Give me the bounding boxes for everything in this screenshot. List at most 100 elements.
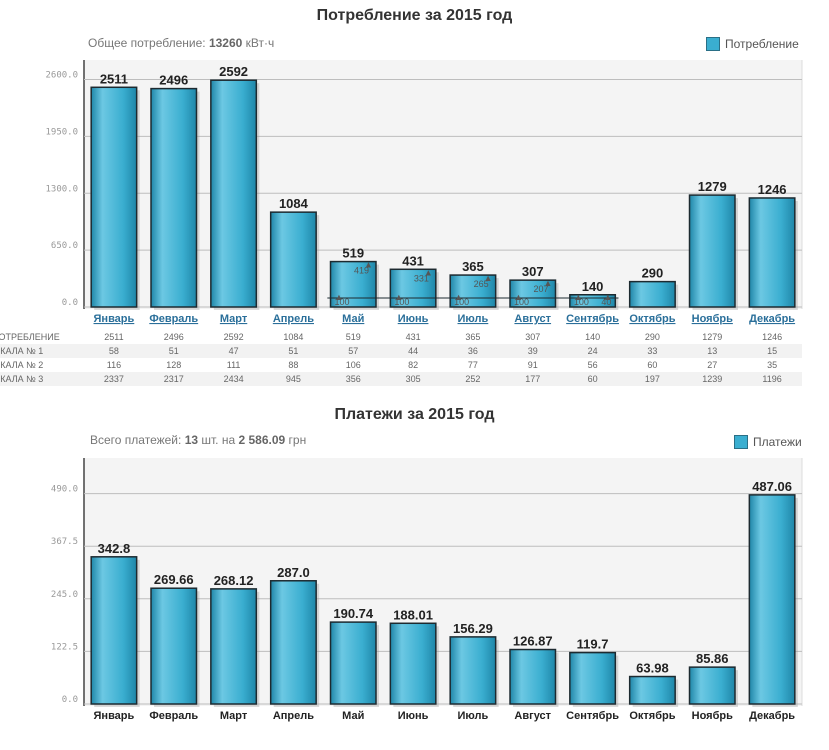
chart1-value-label: 519 [342,246,364,261]
chart1-legend-swatch [706,37,720,51]
chart1-table-cell: 1084 [283,332,303,342]
chart1-bar [628,280,676,308]
chart1-table-cell: 128 [166,360,181,370]
chart2-bar-group [628,675,679,707]
chart2-summary-count: 13 [184,433,199,447]
chart1-bar-group [269,211,320,310]
chart2-value-label: 287.0 [277,565,310,580]
chart1-category-label[interactable]: Февраль [149,313,198,325]
chart1-table-cell: 1279 [702,332,722,342]
chart1-bar [329,260,377,308]
chart1-inner-arrow: ▲ [484,273,493,283]
chart2-bar [569,651,617,705]
chart1-table-row-label: ШКАЛА № 1 [0,346,43,356]
chart1-table-cell: 91 [528,360,538,370]
chart1-table-cell: 77 [468,360,478,370]
chart1-inner-label: 100 [335,297,350,307]
chart1-bar [210,79,258,308]
chart2-bar [329,621,377,705]
chart1-table-cell: 36 [468,346,478,356]
chart1-inner-label: 207 [533,284,548,294]
chart1-table-cell: 106 [346,360,361,370]
chart1-bar [269,211,317,308]
chart2-bar-group [269,580,320,707]
chart1-table-cell: 2592 [224,332,244,342]
chart1-table-cell: 24 [588,346,598,356]
chart1-table-row-label: ШКАЛА № 3 [0,374,43,384]
chart1-category-label[interactable]: Октябрь [629,313,675,325]
chart1-category-label[interactable]: Июль [458,313,489,325]
chart2-bar [688,666,736,705]
chart1-table-cell: 290 [645,332,660,342]
chart1-bar [748,197,796,308]
chart2-ytick-label: 245.0 [51,590,78,600]
chart1-ytick-label: 1300.0 [45,184,78,194]
chart2-bar-group [329,621,379,707]
chart1-table-cell: 307 [525,332,540,342]
chart1-category-label[interactable]: Август [514,313,551,325]
chart1-table-cell: 197 [645,374,660,384]
chart1-table-cell: 1239 [702,374,722,384]
chart1-inner-arrow: ▲ [454,292,463,302]
chart1-ytick-label: 0.0 [62,298,78,308]
chart1-value-label: 307 [522,264,544,279]
chart1-category-label[interactable]: Ноябрь [692,313,733,325]
chart1-inner-label: 100 [514,297,529,307]
chart2-bar [210,588,258,705]
chart1-category-label[interactable]: Июнь [398,313,429,325]
chart1-table-cell: 945 [286,374,301,384]
chart2-bar [509,648,557,705]
chart1-ytick-label: 1950.0 [45,127,78,137]
chart1-category-label[interactable]: Март [220,313,248,325]
chart1-legend: Потребление [706,37,799,51]
chart2-category-label: Август [514,710,551,722]
chart2-summary-unit: грн [285,433,307,447]
chart1-summary-unit: кВт·ч [242,36,275,50]
chart2-value-label: 268.12 [214,573,254,588]
chart1-category-label[interactable]: Май [342,313,364,325]
chart1-bar-group [449,274,499,310]
chart1-value-label: 140 [582,279,604,294]
chart1-table-cell: 35 [767,360,777,370]
chart2-category-label: Январь [94,710,135,722]
chart1-table-cell: 140 [585,332,600,342]
chart1-ytick-label: 2600.0 [45,71,78,81]
chart2-bar [269,580,317,705]
chart1-category-label[interactable]: Сентябрь [566,313,619,325]
chart1-table-cell: 47 [229,346,239,356]
chart1-value-label: 1279 [698,179,727,194]
chart1-table-cell: 57 [348,346,358,356]
chart2-summary: Всего платежей: 13 шт. на 2 586.09 грн [90,433,306,447]
chart2-bar-group [210,588,260,707]
chart1-inner-arrow: ▲ [514,292,523,302]
chart1-table-cell: 2337 [104,374,124,384]
chart1-ytick-label: 650.0 [51,241,78,251]
chart1-inner-label: 100 [454,297,469,307]
chart1-inner-label: 100 [394,297,409,307]
chart1-bar-group [509,279,559,310]
chart1-bar [90,86,138,308]
chart2-category-label: Июль [458,710,489,722]
chart1-inner-arrow: ▲ [424,267,433,277]
chart1-category-label[interactable]: Январь [94,313,135,325]
chart2-bar [389,622,437,705]
chart1-category-label[interactable]: Декабрь [749,313,795,325]
chart1-value-label: 365 [462,259,484,274]
chart1-table-cell: 15 [767,346,777,356]
chart2-category-label: Июнь [398,710,429,722]
chart2-value-label: 119.7 [577,637,609,652]
chart2-category-label: Сентябрь [566,710,619,722]
chart1-category-label[interactable]: Апрель [273,313,314,325]
chart1-table-cell: 60 [588,374,598,384]
chart1-table-cell: 2511 [104,332,123,342]
chart1-table-cell: 252 [465,374,480,384]
chart1-table-cell: 13 [707,346,717,356]
chart2-value-label: 188.01 [393,607,433,622]
chart2-value-label: 342.8 [98,541,131,556]
chart2-bar [90,556,138,705]
chart1-inner-arrow: ▲ [335,292,344,302]
chart2-legend: Платежи [734,435,802,449]
chart1-value-label: 2592 [219,64,248,79]
chart2-value-label: 156.29 [453,621,493,636]
chart1-table-cell: 1246 [762,332,782,342]
